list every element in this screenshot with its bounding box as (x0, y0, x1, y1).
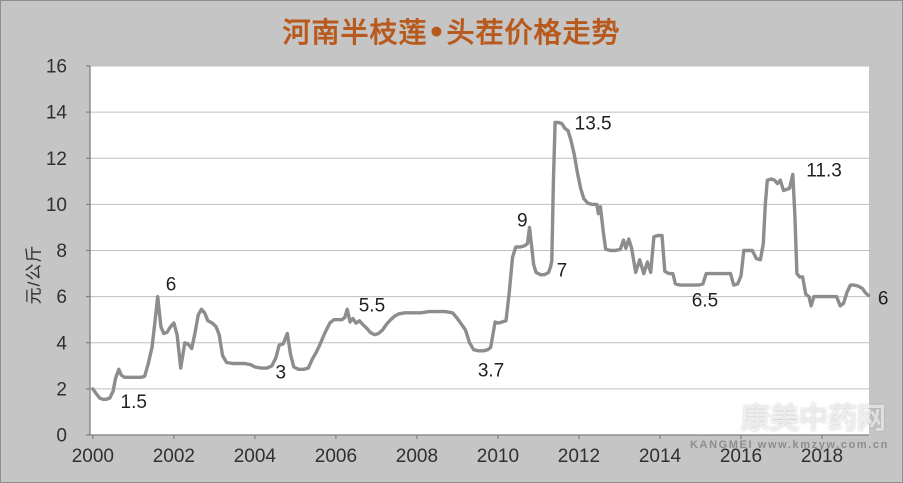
watermark-row: 康美中药网 (684, 400, 896, 438)
y-tick-label: 10 (46, 195, 67, 216)
x-tick-label: 2014 (639, 446, 682, 467)
annotation-label: 13.5 (575, 113, 612, 134)
y-tick-label: 8 (56, 241, 67, 262)
watermark-site-url: KANGMEI www.kmzyw.com.cn (690, 439, 889, 451)
chart-title: 河南半枝莲•头茬价格走势 (282, 16, 621, 49)
watermark-site-name: 康美中药网 (741, 402, 887, 435)
y-tick-label: 6 (56, 287, 67, 308)
annotation-label: 5.5 (359, 295, 385, 316)
x-tick-label: 2016 (720, 446, 762, 467)
y-tick-label: 4 (56, 333, 67, 354)
x-tick-label: 2000 (72, 446, 114, 467)
y-tick-label: 0 (56, 426, 67, 447)
y-tick-label: 12 (46, 149, 67, 170)
x-tick-label: 2004 (234, 446, 277, 467)
price-line (91, 120, 871, 401)
watermark: 康美中药网 KANGMEI www.kmzyw.com.cn (684, 400, 896, 451)
annotation-label: 3.7 (478, 360, 504, 381)
x-tick-label: 2010 (477, 446, 519, 467)
annotation-label: 6 (878, 289, 889, 310)
annotation-label: 9 (517, 211, 528, 232)
y-tick-label: 16 (46, 57, 67, 78)
annotation-label: 6.5 (692, 291, 718, 312)
y-tick-label: 14 (46, 103, 68, 124)
annotation-label: 11.3 (806, 161, 842, 182)
x-tick-label: 2012 (558, 446, 600, 467)
x-tick-label: 2008 (396, 446, 438, 467)
kangmei-logo-icon (684, 403, 734, 435)
y-tick-label: 2 (56, 379, 67, 400)
annotation-label: 3 (276, 363, 287, 384)
annotation-label: 7 (557, 261, 568, 282)
x-tick-label: 2006 (315, 446, 357, 467)
annotation-label: 1.5 (121, 392, 147, 413)
x-tick-label: 2018 (801, 446, 843, 467)
annotation-label: 6 (166, 274, 177, 295)
x-tick-label: 2002 (153, 446, 195, 467)
